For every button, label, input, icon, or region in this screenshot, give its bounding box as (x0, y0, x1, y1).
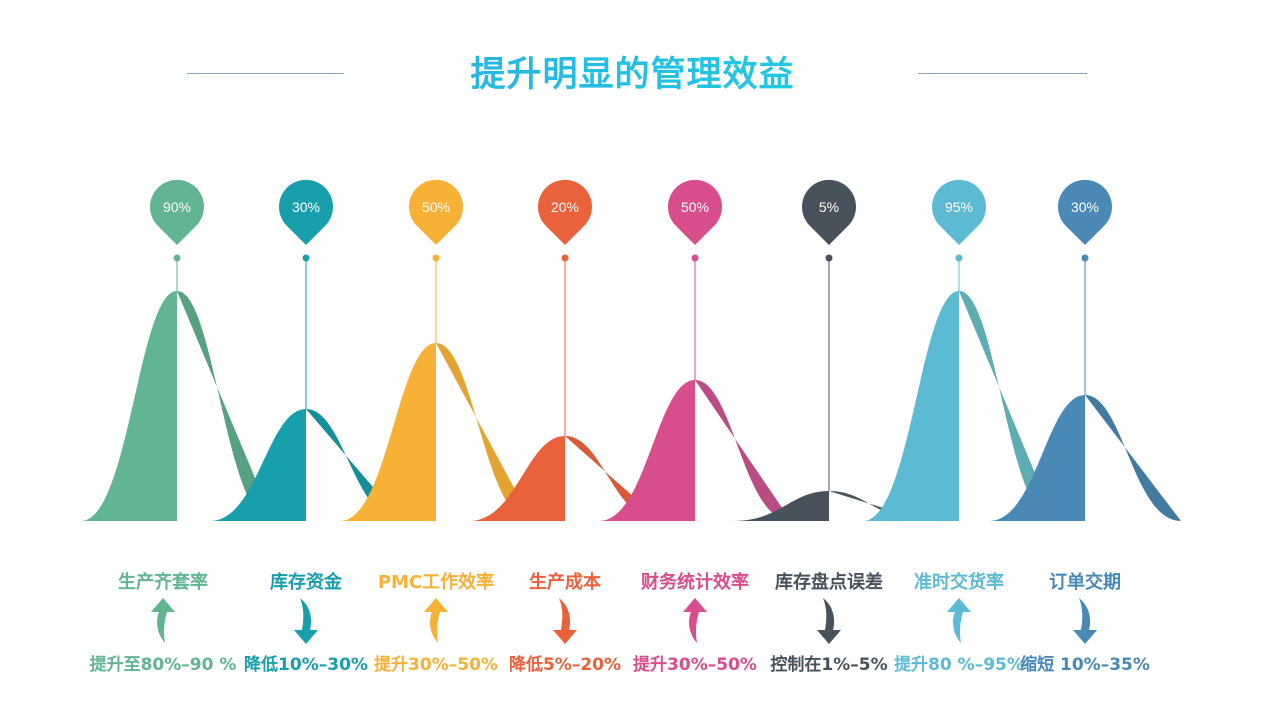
leader-dot (691, 254, 699, 262)
bell-left-half (599, 380, 695, 521)
bell-left-half (989, 395, 1085, 521)
change-description: 缩短 10%–35% (1020, 655, 1150, 675)
change-description: 提升至80%–90 % (89, 655, 237, 675)
arrow-down-icon (1073, 598, 1097, 644)
bell-left-half (81, 291, 177, 521)
bell-left-half (210, 409, 306, 521)
leader-dot (825, 254, 833, 262)
change-description: 降低10%–30% (244, 655, 368, 675)
bell-right-half (695, 380, 791, 521)
value-label: 30% (292, 199, 320, 215)
change-description: 提升30%–50% (633, 655, 757, 675)
leader-dot (955, 254, 963, 262)
value-label: 50% (422, 199, 450, 215)
arrow-down-icon (294, 598, 318, 644)
bell-series (989, 395, 1181, 521)
leader-dot (432, 254, 440, 262)
leader-dot (561, 254, 569, 262)
value-pin (802, 179, 856, 245)
arrow-down-icon (553, 598, 577, 644)
title-rule-right (918, 73, 1087, 74)
leader-dot (1081, 254, 1089, 262)
value-label: 20% (551, 199, 579, 215)
value-pin (668, 179, 723, 245)
value-label: 95% (945, 199, 973, 215)
bell-series (340, 343, 532, 521)
arrow-up-icon (683, 598, 707, 643)
bell-right-half (177, 291, 273, 521)
value-pin (538, 179, 592, 245)
bell-right-half (436, 343, 532, 521)
change-description: 提升30%–50% (374, 655, 498, 675)
bell-right-half (959, 291, 1055, 521)
change-description: 降低5%–20% (508, 655, 622, 675)
bell-left-half (340, 343, 436, 521)
value-pin (931, 179, 986, 245)
category-label: PMC工作效率 (377, 572, 495, 593)
category-label: 财务统计效率 (641, 572, 749, 593)
arrow-down-icon (817, 598, 841, 644)
category-label: 生产成本 (529, 572, 601, 593)
arrow-up-icon (424, 598, 448, 643)
category-label: 准时交货率 (914, 572, 1004, 593)
value-pin (149, 179, 204, 245)
change-description: 控制在1%–5% (770, 655, 888, 675)
bell-series (81, 291, 273, 521)
value-pin (279, 179, 333, 245)
bell-series (599, 380, 791, 521)
value-label: 90% (163, 199, 191, 215)
arrow-up-icon (947, 598, 971, 643)
leader-dot (302, 254, 310, 262)
bell-right-half (1085, 395, 1181, 521)
value-label: 50% (681, 199, 709, 215)
leader-dot (173, 254, 181, 262)
bell-left-half (469, 436, 565, 521)
category-label: 库存盘点误差 (775, 572, 883, 593)
bell-left-half (733, 491, 829, 521)
value-label: 30% (1071, 199, 1099, 215)
value-pin (1058, 179, 1113, 245)
page-title: 提升明显的管理效益 (0, 46, 1265, 97)
bell-left-half (863, 291, 959, 521)
category-label: 库存资金 (270, 572, 342, 593)
arrow-up-icon (151, 598, 175, 643)
value-label: 5% (819, 199, 839, 215)
category-label: 订单交期 (1049, 572, 1121, 593)
value-pin (409, 179, 463, 245)
change-description: 提升80 %–95% (894, 655, 1024, 675)
bell-series (863, 291, 1055, 521)
category-label: 生产齐套率 (118, 572, 208, 593)
title-rule-left (187, 73, 344, 74)
